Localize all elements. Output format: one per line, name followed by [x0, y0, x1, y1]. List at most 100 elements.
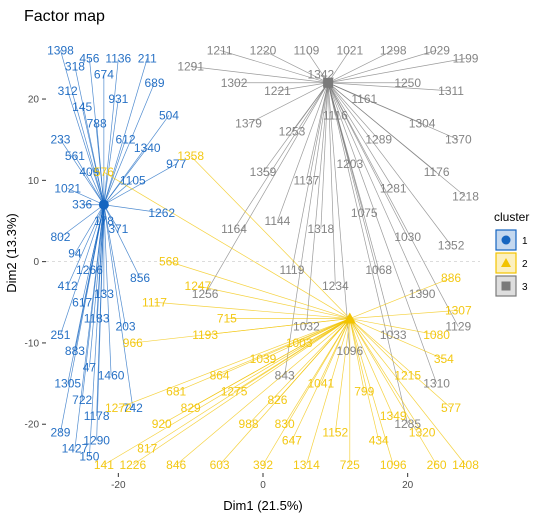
- point-label: 260: [427, 458, 447, 472]
- cluster-arrow: [277, 318, 351, 401]
- cluster-arrow: [103, 204, 134, 409]
- point-label: 788: [87, 116, 107, 130]
- point-label: 966: [123, 336, 143, 350]
- point-label: 1266: [76, 263, 103, 277]
- cluster-arrow: [89, 204, 105, 457]
- cluster-arrow: [118, 318, 350, 409]
- point-label: 1117: [142, 295, 167, 309]
- point-label: 1164: [221, 222, 247, 236]
- cluster-arrow: [327, 82, 452, 246]
- cluster-arrow: [306, 318, 351, 465]
- point-label: 1003: [286, 336, 313, 350]
- point-label: 1137: [293, 173, 319, 187]
- y-tick-label: 0: [33, 257, 39, 268]
- point-labels: 1211 1220 1109 1021 1298 10291199130212211342…: [47, 43, 479, 472]
- cluster-arrow: [327, 82, 459, 141]
- point-label: 826: [267, 393, 287, 407]
- cluster-arrow: [103, 58, 148, 205]
- cluster-arrow: [328, 58, 466, 84]
- cluster-arrow: [306, 82, 329, 181]
- cluster-arrow: [103, 139, 126, 205]
- centroid-marker: [343, 312, 356, 324]
- cluster-arrow: [328, 82, 452, 92]
- point-label: 289: [50, 425, 70, 439]
- cluster-arrow: [103, 318, 350, 466]
- point-label: 1068: [365, 263, 392, 277]
- cluster-arrow: [349, 318, 452, 409]
- cluster-arrow: [67, 188, 105, 206]
- point-label: 1390: [409, 287, 436, 301]
- cluster-arrow: [103, 204, 112, 376]
- cluster-arrow: [327, 82, 394, 189]
- point-label: 141: [94, 458, 114, 472]
- point-label: 725: [340, 458, 360, 472]
- point-label: 456: [79, 51, 99, 65]
- point-label: 1203: [336, 157, 363, 171]
- cluster-arrow: [327, 82, 466, 197]
- cluster-arrow: [103, 204, 162, 214]
- point-label: 1226: [119, 458, 146, 472]
- cluster-arrow: [67, 204, 105, 287]
- cluster-arrow: [349, 318, 365, 392]
- x-tick-label: 0: [260, 480, 266, 491]
- cluster-arrow: [349, 318, 380, 441]
- cluster-arrow: [349, 318, 437, 336]
- legend: cluster 1 2 3: [494, 210, 529, 297]
- point-label: 1314: [293, 458, 320, 472]
- cluster-arrow: [103, 82, 155, 205]
- point-label: 1304: [409, 116, 436, 130]
- point-label: 1211: [207, 43, 233, 57]
- cluster-arrow: [60, 204, 105, 433]
- point-label: 1041: [308, 377, 335, 391]
- cluster-arrow: [74, 204, 105, 449]
- x-axis-title: Dim1 (21.5%): [223, 498, 302, 513]
- chart-title: Factor map: [24, 8, 105, 25]
- legend-title: cluster: [494, 210, 529, 224]
- point-label: 1379: [235, 116, 262, 130]
- point-label: 674: [94, 68, 114, 82]
- cluster-arrows: [60, 49, 466, 466]
- cluster-arrow: [248, 82, 329, 124]
- point-label: 1359: [250, 165, 277, 179]
- cluster-arrow: [327, 82, 409, 425]
- cluster-arrow: [306, 50, 329, 83]
- cluster-arrow: [327, 50, 351, 83]
- point-label: 829: [181, 401, 201, 415]
- point-label: 1021: [54, 181, 81, 195]
- point-label: 1290: [83, 433, 110, 447]
- point-label: 1193: [192, 328, 218, 342]
- point-label: 864: [210, 368, 230, 382]
- cluster-arrow: [327, 82, 394, 335]
- point-label: 1033: [380, 328, 407, 342]
- x-tick-label: -20: [111, 480, 126, 491]
- point-label: 1291: [177, 60, 204, 74]
- y-tick-label: -20: [25, 420, 40, 431]
- cluster-centroids: [98, 77, 356, 324]
- cluster-arrow: [103, 204, 126, 327]
- point-label: 931: [108, 92, 128, 106]
- cluster-arrow: [74, 204, 105, 254]
- cluster-arrow: [262, 82, 329, 173]
- point-label: 1427: [62, 442, 89, 456]
- legend-marker: [501, 258, 511, 267]
- cluster-arrow: [291, 318, 351, 441]
- point-label: 1398: [47, 43, 74, 57]
- point-label: 1250: [394, 76, 421, 90]
- point-label: 312: [58, 84, 78, 98]
- cluster-arrow: [327, 82, 379, 140]
- point-label: 1305: [54, 377, 81, 391]
- cluster-arrow: [60, 204, 105, 335]
- cluster-arrow: [103, 171, 350, 319]
- point-label: 1096: [336, 344, 363, 358]
- cluster-arrow: [233, 82, 329, 230]
- point-label: 1030: [394, 230, 421, 244]
- cluster-arrow: [327, 49, 437, 84]
- point-label: 576: [94, 165, 114, 179]
- cluster-arrow: [320, 318, 351, 384]
- cluster-arrow: [175, 318, 351, 466]
- x-tick-label: 20: [402, 480, 414, 491]
- y-tick-label: 10: [28, 176, 40, 187]
- point-label: 392: [253, 458, 273, 472]
- cluster-arrow: [327, 82, 459, 327]
